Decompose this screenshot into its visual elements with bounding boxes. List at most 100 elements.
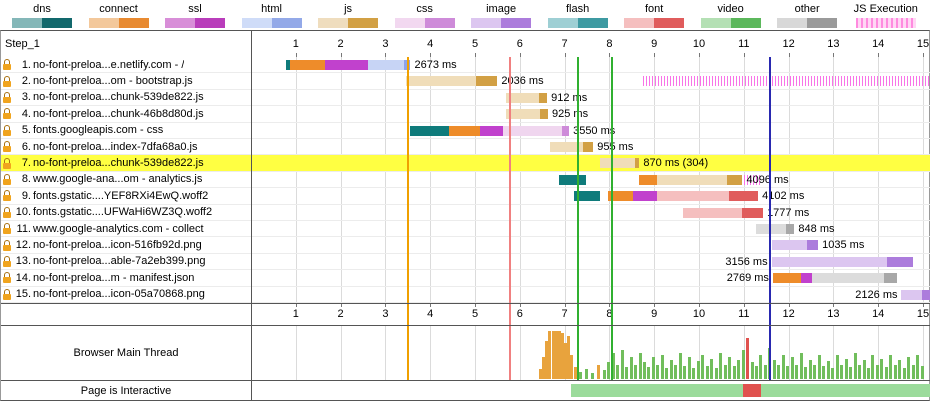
axis-tick — [878, 303, 880, 307]
request-bar-js_d[interactable] — [475, 76, 498, 87]
request-bar-other_d[interactable] — [786, 224, 795, 234]
request-bar-html_d[interactable] — [404, 60, 411, 70]
request-bar-js_l[interactable] — [550, 142, 584, 152]
request-bar-ssl[interactable] — [480, 125, 504, 136]
request-bar-font_l[interactable] — [683, 207, 743, 218]
request-label-row[interactable]: 12. no-font-preloa...icon-516fb92d.png — [1, 237, 251, 254]
request-bar-js_d[interactable] — [538, 92, 548, 103]
request-bar-js_d[interactable] — [635, 158, 640, 169]
request-bar-ssl[interactable] — [325, 60, 369, 70]
request-row[interactable]: 4096 ms — [251, 172, 930, 189]
resource-type-legend: dns connect ssl html js css image flash font vide… — [0, 0, 930, 30]
request-label-row[interactable]: 8. www.google-ana...om - analytics.js — [1, 172, 251, 189]
request-bar-connect[interactable] — [289, 60, 326, 70]
request-row[interactable]: 2126 ms — [251, 287, 930, 303]
request-label-row[interactable]: 14. no-font-preloa...m - manifest.json — [1, 270, 251, 287]
request-label-row[interactable]: 1. no-font-preloa...e.netlify.com - / — [1, 57, 251, 74]
axis-tick-label: 12 — [782, 308, 795, 320]
axis-tick — [788, 53, 790, 57]
gridline — [833, 325, 835, 380]
request-bar-other_l[interactable] — [811, 273, 884, 284]
request-row[interactable]: 2673 ms — [251, 57, 930, 74]
legend-item-font: font — [624, 3, 685, 28]
request-bar-font_d[interactable] — [742, 207, 764, 218]
request-bar-css_d[interactable] — [562, 125, 570, 136]
request-row[interactable]: 3156 ms — [251, 254, 930, 271]
request-bar-font_l[interactable] — [656, 191, 729, 202]
column-divider — [251, 31, 252, 401]
axis-tick-label: 7 — [561, 38, 568, 50]
request-bar-js_d[interactable] — [726, 174, 743, 185]
request-row[interactable]: 3550 ms — [251, 123, 930, 139]
request-bar-connect[interactable] — [772, 273, 801, 284]
request-bar-other_d[interactable] — [883, 273, 897, 284]
request-label-row[interactable]: 6. no-font-preloa...index-7dfa68a0.js — [1, 139, 251, 156]
request-bar-ssl[interactable] — [800, 273, 812, 284]
legend-swatch — [165, 18, 226, 28]
request-row[interactable]: 912 ms — [251, 90, 930, 107]
request-row[interactable]: 848 ms — [251, 221, 930, 238]
axis-tick-label: 3 — [382, 38, 389, 50]
request-bar-img_d[interactable] — [806, 240, 819, 251]
legend-swatch — [855, 18, 916, 28]
request-label-row[interactable]: 13. no-font-preloa...able-7a2eb399.png — [1, 254, 251, 271]
request-label-row[interactable]: 10. fonts.gstatic....UFWaHi6WZ3Q.woff2 — [1, 205, 251, 221]
request-number: 15. — [15, 288, 31, 301]
request-label-row[interactable]: 4. no-font-preloa...chunk-46b8d80d.js — [1, 106, 251, 123]
main-thread-bar — [867, 368, 870, 379]
request-row[interactable]: 955 ms — [251, 139, 930, 156]
request-label-row[interactable]: 2. no-font-preloa...om - bootstrap.js — [1, 73, 251, 90]
axis-tick-label: 1 — [292, 38, 299, 50]
request-bar-other_l[interactable] — [756, 224, 787, 234]
request-bar-connect[interactable] — [449, 125, 481, 136]
main-thread-bar — [616, 364, 620, 379]
request-label-row[interactable]: 11. www.google-analytics.com - collect — [1, 221, 251, 238]
request-bar-js_d[interactable] — [583, 142, 594, 152]
request-row[interactable]: 2769 ms — [251, 270, 930, 287]
request-label-row[interactable]: 15. no-font-preloa...icon-05a70868.png — [1, 287, 251, 303]
request-bar-img_d[interactable] — [922, 289, 930, 300]
request-time-label: 2036 ms — [501, 75, 544, 88]
main-thread-bar — [916, 355, 920, 379]
request-bar-font_d[interactable] — [729, 191, 759, 202]
request-bar-connect[interactable] — [639, 174, 658, 185]
request-url: www.google-analytics.com - collect — [33, 222, 204, 235]
request-bar-html_l[interactable] — [368, 60, 405, 70]
request-row[interactable]: 4102 ms — [251, 188, 930, 205]
request-bar-js_d[interactable] — [539, 109, 549, 120]
request-bar-dns[interactable] — [558, 174, 586, 185]
request-bar-img_d[interactable] — [887, 256, 914, 267]
main-thread-bar — [858, 364, 862, 379]
request-bar-img_l[interactable] — [771, 240, 807, 251]
request-bar-js_l[interactable] — [506, 92, 539, 103]
legend-label: html — [261, 3, 282, 15]
request-row[interactable]: 1035 ms — [251, 237, 930, 254]
request-bar-img_l[interactable] — [771, 256, 888, 267]
gridline — [430, 57, 432, 303]
request-bar-js_l[interactable] — [506, 109, 540, 120]
request-bar-dns[interactable] — [574, 191, 601, 202]
request-row[interactable]: 2036 ms — [251, 73, 930, 90]
request-bar-css_l[interactable] — [503, 125, 563, 136]
request-label-row[interactable]: 7. no-font-preloa...chunk-539de822.js — [1, 155, 251, 172]
request-bar-connect[interactable] — [608, 191, 633, 202]
request-bar-js_l[interactable] — [600, 158, 636, 169]
request-label-row[interactable]: 3. no-font-preloa...chunk-539de822.js — [1, 90, 251, 107]
request-bar-dns[interactable] — [410, 125, 449, 136]
main-thread-bar — [875, 364, 879, 379]
secure-lock-icon — [3, 59, 11, 71]
axis-tick-label: 13 — [827, 308, 840, 320]
request-bar-js_l[interactable] — [657, 174, 727, 185]
request-row[interactable]: 925 ms — [251, 106, 930, 123]
request-bar-ssl[interactable] — [632, 191, 657, 202]
request-label-row[interactable]: 5. fonts.googleapis.com - css — [1, 123, 251, 139]
request-bar-js_l[interactable] — [406, 76, 476, 87]
request-bar-img_l[interactable] — [901, 289, 923, 300]
main-thread-bar — [808, 359, 812, 379]
request-row[interactable]: 870 ms (304) — [251, 155, 930, 172]
request-bar-dns[interactable] — [285, 60, 290, 70]
main-thread-bar — [880, 358, 884, 379]
request-row[interactable]: 1777 ms — [251, 205, 930, 221]
request-label-row[interactable]: 9. fonts.gstatic....YEF8RXi4EwQ.woff2 — [1, 188, 251, 205]
main-thread-bar — [629, 357, 633, 379]
